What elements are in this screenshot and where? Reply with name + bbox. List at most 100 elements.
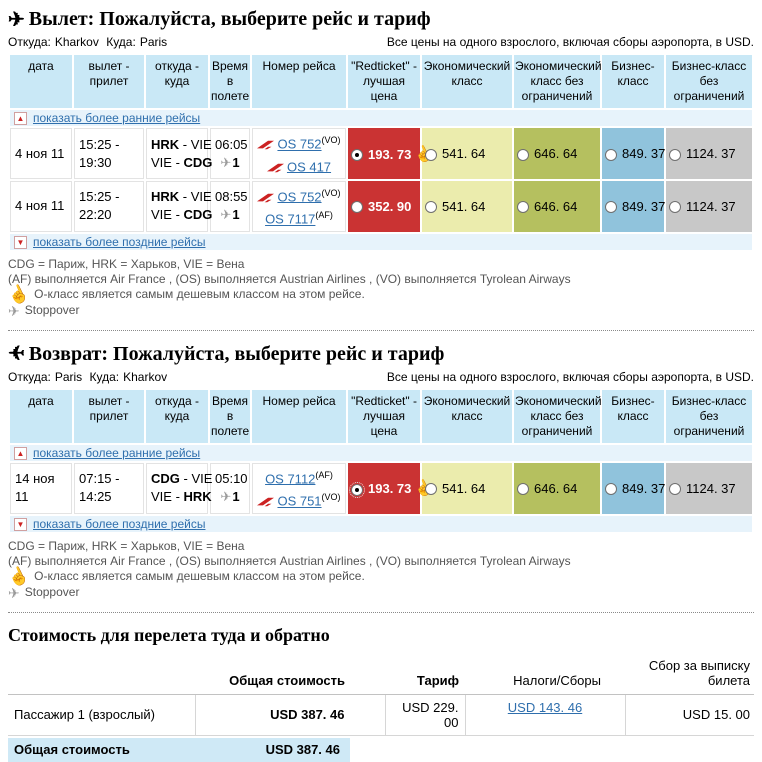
- summary-col-fee: Сбор за выписку билета: [648, 657, 750, 688]
- austrian-airlines-logo-icon: [257, 193, 275, 203]
- fare-radio[interactable]: [425, 483, 437, 496]
- fare-radio[interactable]: [517, 201, 529, 214]
- fare-economy-unrestricted[interactable]: 646. 64: [514, 462, 600, 514]
- austrian-airlines-logo-icon: [257, 497, 275, 507]
- duration-cell: 08:55 ✈1: [210, 180, 250, 232]
- fare-radio[interactable]: [517, 148, 529, 161]
- flight-numbers-cell: OS 752(VO) OS 7117(AF): [252, 180, 346, 232]
- fare-economy[interactable]: 541. 64: [422, 128, 512, 179]
- fare-business[interactable]: 849. 37: [602, 462, 665, 514]
- departure-title: ✈ Вылет: Пожалуйста, выберите рейс и тар…: [8, 8, 754, 31]
- fare-business-unrestricted[interactable]: 1124. 37: [666, 128, 752, 179]
- flight-number-link[interactable]: OS 7117: [265, 211, 316, 227]
- show-earlier-strip: ▲ показать более ранние рейсы: [10, 444, 752, 461]
- route-cell: CDG - VIE VIE - HRK: [146, 462, 212, 514]
- fare-radio[interactable]: [351, 149, 363, 162]
- flight-number-link[interactable]: OS 7112: [265, 471, 316, 487]
- return-title-text: Возврат: Пожалуйста, выберите рейс и тар…: [28, 342, 445, 365]
- fare-radio[interactable]: [669, 483, 681, 496]
- fare-radio[interactable]: [425, 148, 437, 161]
- flight-number-link[interactable]: OS 751: [277, 493, 322, 509]
- footnotes: CDG = Париж, HRK = Харьков, VIE = Вена (…: [5, 538, 754, 601]
- route-cell: HRK - VIE VIE - CDG: [146, 128, 212, 179]
- from-value: Paris: [54, 369, 83, 384]
- return-flights-table: дата вылет - прилет откуда - куда Время …: [8, 388, 754, 534]
- fare-redticket[interactable]: 193. 73☝: [348, 462, 436, 514]
- col-from-to: откуда - куда: [146, 389, 208, 443]
- to-value: Kharkov: [123, 369, 168, 384]
- section-separator: [8, 611, 754, 613]
- austrian-airlines-logo-icon: [266, 163, 284, 172]
- grand-total-row: Общая стоимость USD 387. 46: [8, 737, 350, 762]
- carriers-note: (AF) выполняется Air France , (OS) выпол…: [8, 271, 571, 286]
- stopover-note: ✈ Stoppover: [8, 302, 80, 319]
- cost-summary-section: Стоимость для перелета туда и обратно Об…: [8, 625, 754, 762]
- col-from-to: откуда - куда: [146, 55, 208, 108]
- fare-redticket[interactable]: 352. 90: [348, 180, 420, 232]
- col-economy-unrestricted: Экономический класс без ограничений: [514, 389, 602, 443]
- col-flight-number: Номер рейса: [252, 389, 346, 443]
- fare-economy[interactable]: 541. 64: [422, 462, 512, 514]
- fare-radio[interactable]: [351, 201, 363, 214]
- airport-codes-note: CDG = Париж, HRK = Харьков, VIE = Вена: [8, 538, 245, 553]
- oclass-note: ☝ О-класс является самым дешевым классом …: [4, 281, 365, 308]
- show-later-strip: ▼ показать более поздние рейсы: [10, 515, 752, 532]
- grand-total-label: Общая стоимость: [8, 737, 195, 762]
- up-triangle-icon: ▲: [14, 446, 27, 460]
- fare-redticket[interactable]: 193. 73☝: [348, 128, 436, 179]
- fare-business[interactable]: 849. 37: [602, 128, 665, 179]
- flight-number-link[interactable]: OS 417: [286, 158, 332, 174]
- fare-radio[interactable]: [517, 483, 529, 496]
- stopover-icon: ✈: [220, 207, 232, 223]
- fare-radio[interactable]: [669, 201, 681, 214]
- flight-date: 14 ноя 11: [10, 462, 72, 514]
- flight-numbers-cell: OS 752(VO) OS 417: [252, 128, 346, 179]
- show-later-flights-link[interactable]: показать более поздние рейсы: [33, 234, 206, 249]
- col-dep-arr: вылет - прилет: [74, 389, 144, 443]
- dep-arr-times: 15:25 -22:20: [74, 180, 144, 232]
- fare-business[interactable]: 849. 37: [602, 180, 665, 232]
- return-section: ✈ Возврат: Пожалуйста, выберите рейс и т…: [5, 342, 754, 601]
- fare-radio[interactable]: [669, 148, 681, 161]
- table-header-row: дата вылет - прилет откуда - куда Время …: [10, 55, 752, 108]
- plane-left-icon: ✈: [8, 343, 25, 366]
- stopover-icon: ✈: [8, 584, 20, 601]
- show-earlier-flights-link[interactable]: показать более ранние рейсы: [33, 445, 201, 460]
- from-label: Откуда:: [8, 369, 51, 384]
- flight-date: 4 ноя 11: [10, 128, 72, 179]
- fare-radio[interactable]: [425, 201, 437, 214]
- flight-numbers-cell: OS 7112(AF) OS 751(VO): [252, 462, 346, 514]
- show-earlier-flights-link[interactable]: показать более ранние рейсы: [33, 111, 201, 125]
- fare-radio[interactable]: [349, 481, 365, 498]
- dep-arr-times: 07:15 -14:25: [74, 462, 144, 514]
- grand-total-value: USD 387. 46: [195, 737, 350, 762]
- fare-radio[interactable]: [605, 201, 617, 214]
- show-later-strip: ▼ показать более поздние рейсы: [10, 233, 752, 250]
- flight-row: 14 ноя 11 07:15 -14:25 CDG - VIE VIE - H…: [10, 462, 752, 514]
- return-origin-destination: Откуда: Paris Куда: Kharkov: [8, 370, 171, 384]
- fare-business-unrestricted[interactable]: 1124. 37: [666, 180, 752, 232]
- from-label: Откуда:: [8, 35, 51, 49]
- fare-economy-unrestricted[interactable]: 646. 64: [514, 180, 600, 232]
- flight-date: 4 ноя 11: [10, 180, 72, 232]
- prices-note: Все цены на одного взрослого, включая сб…: [386, 35, 754, 49]
- fare-economy-unrestricted[interactable]: 646. 64: [514, 128, 600, 179]
- col-business-unrestricted: Бизнес-класс без ограничений: [666, 389, 752, 443]
- fare-economy[interactable]: 541. 64: [422, 180, 512, 232]
- austrian-airlines-logo-icon: [257, 140, 275, 150]
- flight-number-link[interactable]: OS 752: [277, 189, 322, 205]
- fare-business-unrestricted[interactable]: 1124. 37: [666, 462, 752, 514]
- flight-number-link[interactable]: OS 752: [277, 136, 322, 152]
- airport-codes-note: CDG = Париж, HRK = Харьков, VIE = Вена: [8, 256, 245, 271]
- to-value: Paris: [139, 35, 168, 49]
- up-triangle-icon: ▲: [14, 112, 27, 126]
- departure-title-text: Вылет: Пожалуйста, выберите рейс и тариф: [28, 8, 431, 30]
- fare-radio[interactable]: [605, 148, 617, 161]
- taxes-breakdown-link[interactable]: USD 143. 46: [507, 699, 583, 715]
- fare-radio[interactable]: [605, 483, 617, 496]
- down-triangle-icon: ▼: [14, 235, 27, 249]
- departure-section: ✈ Вылет: Пожалуйста, выберите рейс и тар…: [4, 8, 754, 319]
- col-economy: Экономический класс: [422, 389, 512, 443]
- show-later-flights-link[interactable]: показать более поздние рейсы: [33, 516, 206, 531]
